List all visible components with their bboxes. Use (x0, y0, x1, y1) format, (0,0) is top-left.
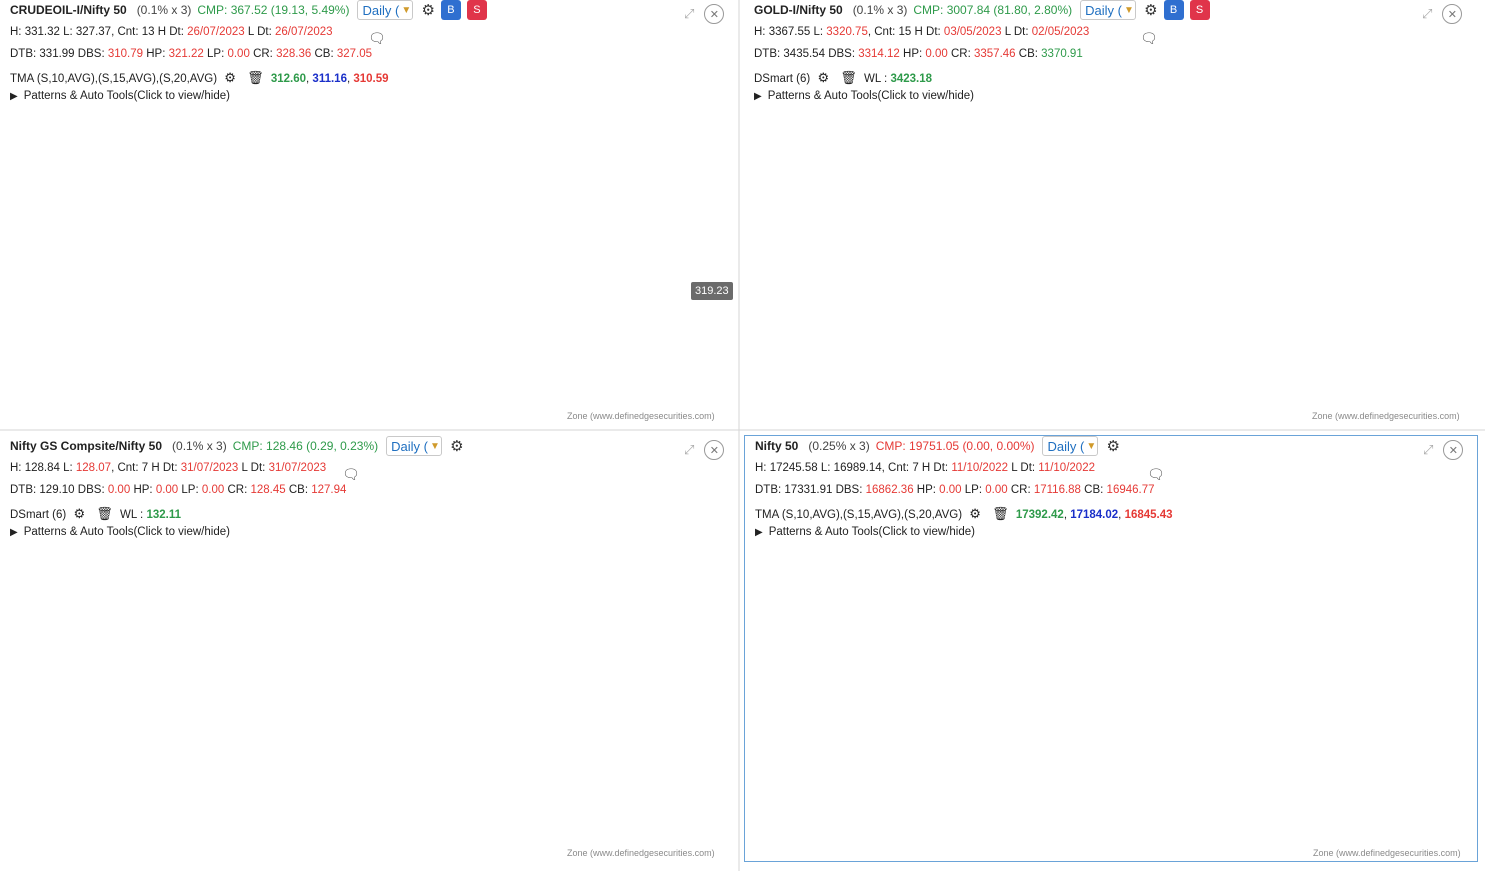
symbol-title[interactable]: Nifty 50 (755, 439, 799, 453)
chevron-down-icon: ▼ (1123, 4, 1134, 16)
symbol-title[interactable]: GOLD-I/Nifty 50 (754, 3, 843, 17)
zone-watermark: Zone (www.definedgesecurities.com) (567, 848, 715, 858)
expand-icon[interactable]: ⤢ (1423, 442, 1434, 457)
indicator-settings-icon[interactable]: ⚙ (969, 506, 981, 521)
box-size: (0.25% x 3) (808, 439, 870, 453)
stats-line-1: H: 3367.55 L: 3320.75, Cnt: 15 H Dt: 03/… (754, 26, 1090, 38)
sell-button[interactable]: S (466, 0, 487, 20)
settings-gear-icon[interactable]: ⚙ (450, 438, 464, 455)
window-controls: ⤢ ✕ (684, 4, 725, 24)
indicator-settings-icon[interactable]: ⚙ (224, 70, 236, 85)
indicator-line: DSmart (6) ⚙ 🗑 WL : 3423.18 (754, 70, 933, 85)
stats-line-1: H: 128.84 L: 128.07, Cnt: 7 H Dt: 31/07/… (10, 462, 327, 474)
delete-trash-icon[interactable]: 🗑 (96, 506, 113, 521)
stats-line-1: H: 17245.58 L: 16989.14, Cnt: 7 H Dt: 11… (755, 462, 1095, 474)
window-controls: ⤢ ✕ (684, 440, 725, 460)
play-triangle-icon: ▶ (10, 91, 18, 102)
play-triangle-icon: ▶ (754, 91, 762, 102)
zone-watermark: Zone (www.definedgesecurities.com) (567, 411, 715, 421)
expand-icon[interactable]: ⤢ (684, 442, 695, 457)
price-tag: 319.23 (691, 282, 733, 300)
stats-line-2: DTB: 331.99 DBS: 310.79 HP: 321.22 LP: 0… (10, 48, 373, 60)
stats-line-2: DTB: 17331.91 DBS: 16862.36 HP: 0.00 LP:… (755, 484, 1155, 496)
close-icon[interactable]: ✕ (704, 440, 725, 460)
patterns-toggle[interactable]: ▶ Patterns & Auto Tools(Click to view/hid… (10, 526, 230, 538)
cmp-value: CMP: 128.46 (0.29, 0.23%) (232, 439, 379, 453)
box-size: (0.1% x 3) (852, 3, 908, 17)
indicator-line: TMA (S,10,AVG),(S,15,AVG),(S,20,AVG) ⚙ 🗑… (755, 506, 1173, 521)
timeframe-select[interactable]: Daily (▼ (357, 0, 414, 20)
timeframe-select[interactable]: Daily (▼ (1042, 436, 1099, 456)
indicator-line: TMA (S,10,AVG),(S,15,AVG),(S,20,AVG) ⚙ 🗑… (10, 70, 389, 85)
delete-trash-icon[interactable]: 🗑 (247, 70, 264, 85)
comment-icon[interactable]: 🗨 (1140, 30, 1158, 46)
patterns-toggle[interactable]: ▶ Patterns & Auto Tools(Click to view/hid… (755, 526, 975, 538)
timeframe-select[interactable]: Daily (▼ (1080, 0, 1137, 20)
expand-icon[interactable]: ⤢ (1422, 6, 1433, 21)
close-icon[interactable]: ✕ (1442, 4, 1463, 24)
cmp-value: CMP: 367.52 (19.13, 5.49%) (197, 3, 350, 17)
chevron-down-icon: ▼ (401, 4, 412, 16)
play-triangle-icon: ▶ (10, 527, 18, 538)
window-controls: ⤢ ✕ (1422, 4, 1463, 24)
comment-icon[interactable]: 🗨 (368, 30, 386, 46)
box-size: (0.1% x 3) (136, 3, 192, 17)
cmp-value: CMP: 19751.05 (0.00, 0.00%) (875, 439, 1035, 453)
chart-panel-gold[interactable]: GOLD-I/Nifty 50 (0.1% x 3) CMP: 3007.84 … (744, 0, 1477, 424)
indicator-settings-icon[interactable]: ⚙ (73, 506, 86, 521)
chart-panel-nifty[interactable]: Nifty 50 (0.25% x 3) CMP: 19751.05 (0.00… (744, 435, 1478, 862)
comment-icon[interactable]: 🗨 (1147, 466, 1165, 482)
stats-line-1: H: 331.32 L: 327.37, Cnt: 13 H Dt: 26/07… (10, 26, 333, 38)
box-size: (0.1% x 3) (172, 439, 227, 453)
patterns-toggle[interactable]: ▶ Patterns & Auto Tools(Click to view/hid… (754, 90, 974, 102)
settings-gear-icon[interactable]: ⚙ (1106, 438, 1120, 455)
cmp-value: CMP: 3007.84 (81.80, 2.80%) (913, 3, 1073, 17)
comment-icon[interactable]: 🗨 (342, 466, 360, 482)
chart-panel-crude[interactable]: CRUDEOIL-I/Nifty 50 (0.1% x 3) CMP: 367.… (0, 0, 734, 424)
close-icon[interactable]: ✕ (704, 4, 725, 24)
symbol-title[interactable]: CRUDEOIL-I/Nifty 50 (10, 3, 127, 17)
expand-icon[interactable]: ⤢ (684, 6, 695, 21)
chevron-down-icon: ▼ (429, 440, 440, 452)
settings-gear-icon[interactable]: ⚙ (1144, 2, 1158, 19)
indicator-line: DSmart (6) ⚙ 🗑 WL : 132.11 (10, 506, 181, 521)
timeframe-select[interactable]: Daily (▼ (386, 436, 443, 456)
zone-watermark: Zone (www.definedgesecurities.com) (1312, 411, 1460, 421)
chart-panel-niftygs[interactable]: Nifty GS Compsite/Nifty 50 (0.1% x 3) CM… (0, 436, 734, 861)
delete-trash-icon[interactable]: 🗑 (840, 70, 857, 85)
close-icon[interactable]: ✕ (1443, 440, 1464, 460)
window-controls: ⤢ ✕ (1423, 440, 1464, 460)
delete-trash-icon[interactable]: 🗑 (992, 506, 1009, 521)
settings-gear-icon[interactable]: ⚙ (421, 2, 435, 19)
play-triangle-icon: ▶ (755, 527, 763, 538)
sell-button[interactable]: S (1189, 0, 1210, 20)
buy-button[interactable]: B (440, 0, 461, 20)
patterns-toggle[interactable]: ▶ Patterns & Auto Tools(Click to view/hid… (10, 90, 230, 102)
symbol-title[interactable]: Nifty GS Compsite/Nifty 50 (10, 439, 163, 453)
buy-button[interactable]: B (1163, 0, 1184, 20)
zone-watermark: Zone (www.definedgesecurities.com) (1313, 848, 1461, 858)
stats-line-2: DTB: 129.10 DBS: 0.00 HP: 0.00 LP: 0.00 … (10, 484, 347, 496)
stats-line-2: DTB: 3435.54 DBS: 3314.12 HP: 0.00 CR: 3… (754, 48, 1083, 60)
indicator-settings-icon[interactable]: ⚙ (817, 70, 830, 85)
chevron-down-icon: ▼ (1086, 440, 1097, 452)
